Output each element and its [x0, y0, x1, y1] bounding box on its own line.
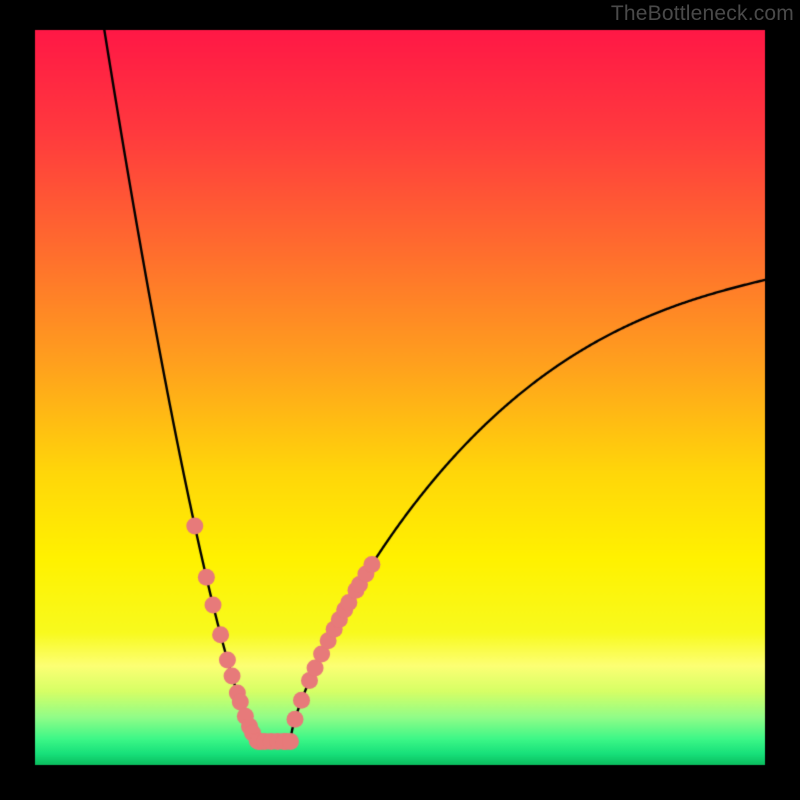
chart-container: TheBottleneck.com: [0, 0, 800, 800]
bottleneck-chart-canvas: [0, 0, 800, 800]
